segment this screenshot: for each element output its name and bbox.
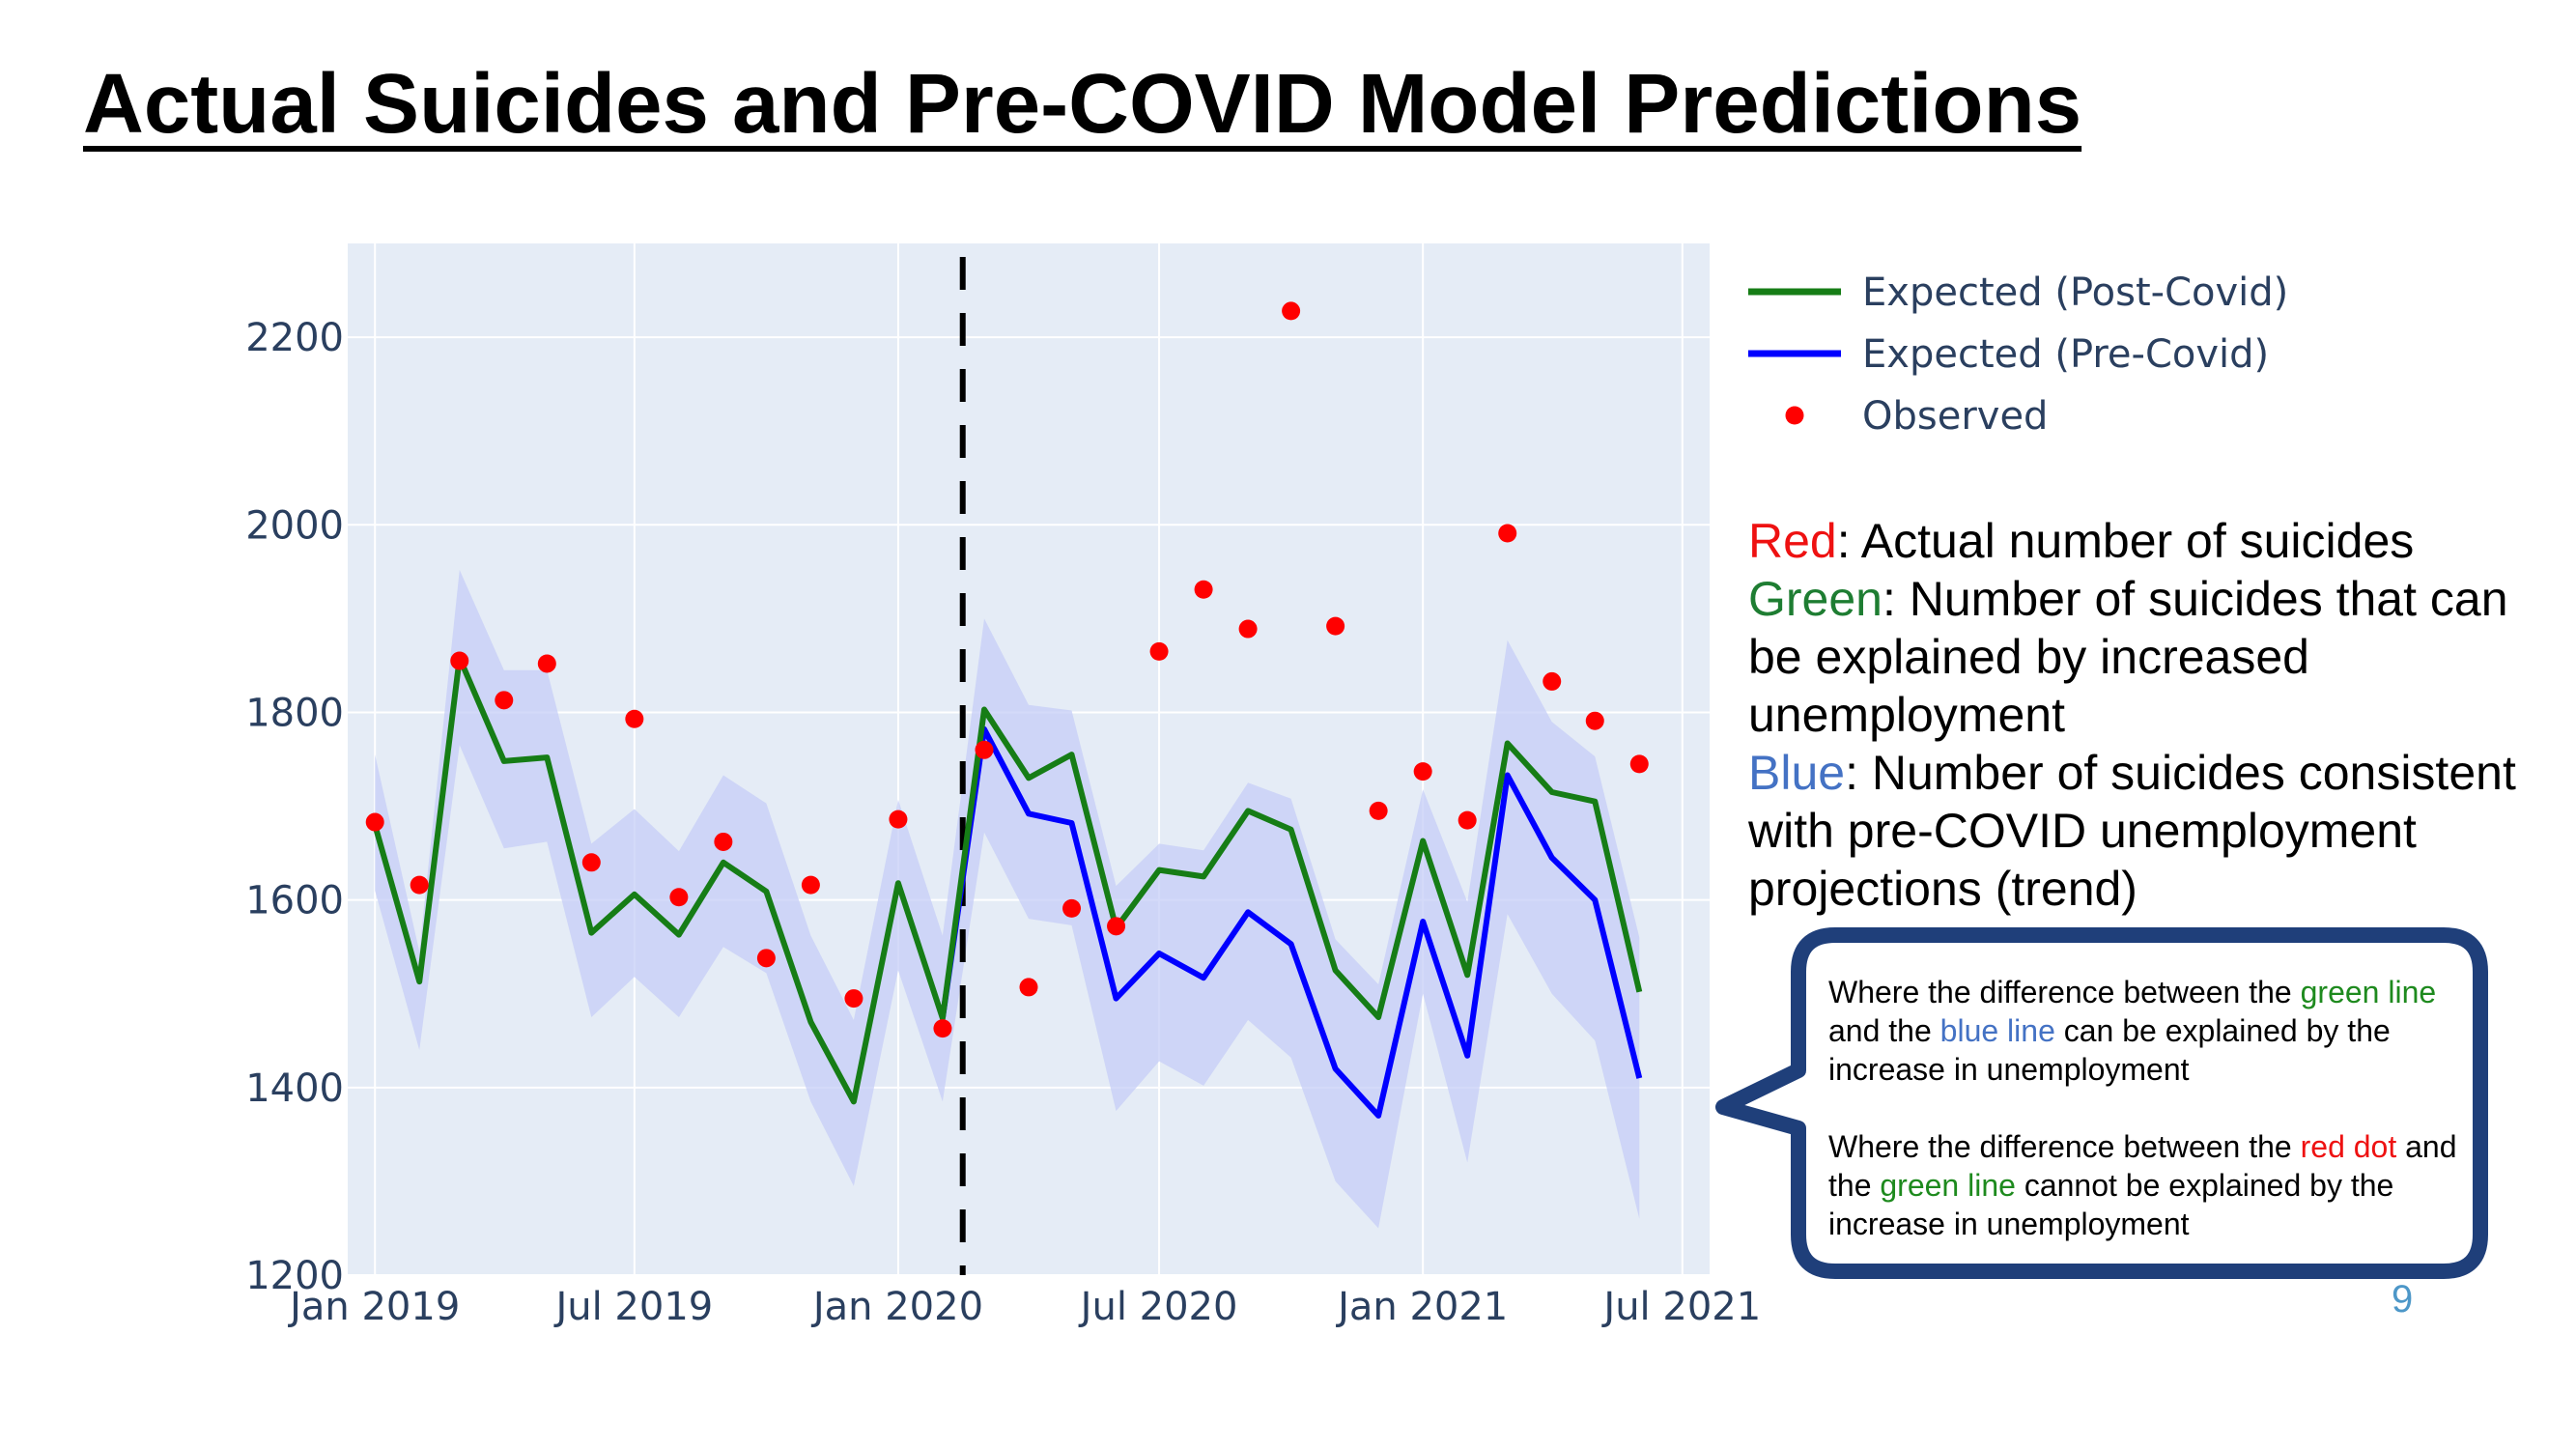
legend-label: Expected (Pre-Covid) — [1862, 332, 2269, 377]
observed-point — [975, 740, 994, 759]
x-tick-label: Jul 2019 — [552, 1285, 713, 1329]
axis-ticks: 1200 1400 1600 1800 2000 2200 Jan 2019 Jul 2019… — [245, 316, 1761, 1329]
observed-point — [450, 651, 469, 670]
observed-point — [1107, 917, 1126, 936]
observed-point — [801, 875, 820, 895]
observed-point — [1629, 754, 1649, 774]
callout-text: Where the difference between the green l… — [1828, 973, 2495, 1243]
callout-box — [1715, 927, 2488, 1279]
legend-label: Expected (Post-Covid) — [1862, 270, 2288, 315]
y-tick-label: 1200 — [245, 1254, 344, 1298]
observed-point — [933, 1019, 952, 1038]
series-line-expected-post-covid — [372, 655, 1643, 1105]
observed-point — [844, 989, 863, 1009]
observed-point — [365, 812, 384, 832]
observed-point — [1149, 641, 1169, 661]
observed-point — [1062, 898, 1082, 918]
observed-point — [1194, 580, 1213, 599]
legend-item: Expected (Post-Covid) — [1748, 270, 2288, 315]
observed-point — [1458, 810, 1477, 830]
observed-point — [1498, 524, 1517, 543]
observed-point — [537, 654, 556, 673]
legend-label: Observed — [1862, 394, 2048, 439]
callout-paragraph-1: Where the difference between the green l… — [1828, 975, 2437, 1087]
blue-text: : Number of suicides consistent with pre… — [1748, 746, 2516, 916]
y-tick-label: 2000 — [245, 503, 344, 548]
y-tick-label: 1800 — [245, 691, 344, 735]
observed-point — [1413, 762, 1432, 781]
observed-point — [1326, 616, 1345, 636]
legend-swatch — [1785, 406, 1804, 425]
observed-point — [1369, 801, 1388, 820]
color-explanation: Red: Actual number of suicides Green: Nu… — [1748, 512, 2540, 918]
legend-item: Observed — [1785, 394, 2048, 439]
observed-point — [714, 832, 733, 851]
series-layer — [365, 257, 1649, 1275]
blue-explanation: Blue: Number of suicides consistent with… — [1748, 744, 2540, 918]
observed-point — [669, 888, 689, 907]
observed-point — [756, 949, 776, 968]
x-tick-label: Jan 2020 — [810, 1285, 983, 1329]
red-text: : Actual number of suicides — [1836, 514, 2415, 568]
observed-point — [410, 875, 429, 895]
observed-point — [1238, 619, 1258, 639]
x-tick-label: Jan 2021 — [1335, 1285, 1508, 1329]
callout-paragraph-2: Where the difference between the red dot… — [1828, 1129, 2457, 1241]
series-line-expected-pre-covid — [939, 725, 1643, 1119]
green-explanation: Green: Number of suicides that can be ex… — [1748, 570, 2540, 744]
x-tick-label: Jan 2019 — [287, 1285, 460, 1329]
x-tick-label: Jul 2020 — [1078, 1285, 1238, 1329]
observed-point — [625, 709, 644, 728]
green-text: : Number of suicides that can be explain… — [1748, 572, 2508, 742]
observed-point — [495, 691, 514, 710]
legend-item: Expected (Pre-Covid) — [1748, 332, 2269, 377]
prediction-interval-band — [375, 569, 1640, 1229]
x-tick-label: Jul 2021 — [1600, 1285, 1761, 1329]
observed-point — [1019, 978, 1038, 997]
observed-point — [581, 853, 601, 872]
red-explanation: Red: Actual number of suicides — [1748, 512, 2540, 570]
legend: Expected (Post-Covid) Expected (Pre-Covid… — [1748, 270, 2288, 439]
y-tick-label: 1400 — [245, 1066, 344, 1111]
y-tick-label: 2200 — [245, 316, 344, 360]
y-tick-label: 1600 — [245, 879, 344, 923]
red-label: Red — [1748, 514, 1837, 568]
blue-label: Blue — [1748, 746, 1846, 800]
observed-point — [1585, 711, 1604, 730]
page-number: 9 — [2392, 1278, 2414, 1321]
slide-title: Actual Suicides and Pre-COVID Model Pred… — [83, 57, 2082, 151]
observed-point — [889, 810, 908, 829]
observed-point — [1282, 301, 1301, 321]
green-label: Green — [1748, 572, 1882, 626]
observed-point — [1543, 671, 1562, 691]
